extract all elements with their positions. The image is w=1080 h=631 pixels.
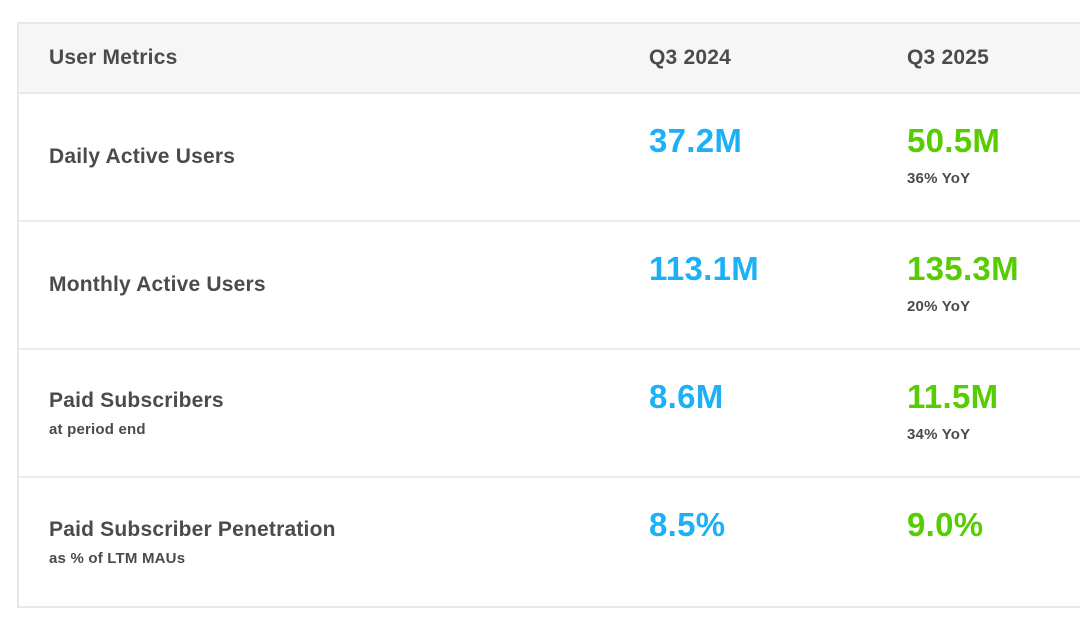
value-q3-2025: 9.0% <box>907 506 984 543</box>
value-cell-q3-2024: 37.2M <box>649 94 907 220</box>
value-q3-2024: 8.6M <box>649 378 724 415</box>
value-q3-2025: 135.3M <box>907 250 1019 287</box>
user-metrics-table: User Metrics Q3 2024 Q3 2025 Daily Activ… <box>17 22 1080 608</box>
yoy-growth-label: 20% YoY <box>907 297 971 315</box>
yoy-growth-label: 36% YoY <box>907 169 971 187</box>
value-cell-q3-2024: 8.6M <box>649 350 907 476</box>
header-col-q3-2024: Q3 2024 <box>649 46 731 69</box>
metric-label-cell: Monthly Active Users <box>19 222 649 348</box>
header-col-q3-2025: Q3 2025 <box>907 46 989 69</box>
value-cell-q3-2025: 11.5M 34% YoY <box>907 350 1080 476</box>
value-q3-2025: 11.5M <box>907 378 999 415</box>
metric-label-cell: Paid Subscriber Penetration as % of LTM … <box>19 478 649 606</box>
value-cell-q3-2025: 135.3M 20% YoY <box>907 222 1080 348</box>
table-header-row: User Metrics Q3 2024 Q3 2025 <box>19 24 1080 94</box>
value-q3-2024: 8.5% <box>649 506 726 543</box>
value-q3-2024: 113.1M <box>649 250 760 287</box>
metric-sublabel: at period end <box>49 420 146 438</box>
value-cell-q3-2025: 9.0% <box>907 478 1080 606</box>
table-row-monthly-active-users: Monthly Active Users 113.1M 135.3M 20% Y… <box>19 222 1080 350</box>
header-metric-column: User Metrics <box>49 46 178 69</box>
value-q3-2025: 50.5M <box>907 122 1001 159</box>
metric-label: Daily Active Users <box>49 145 236 168</box>
table-row-paid-subscriber-penetration: Paid Subscriber Penetration as % of LTM … <box>19 478 1080 606</box>
metric-sublabel: as % of LTM MAUs <box>49 549 186 567</box>
value-q3-2024: 37.2M <box>649 122 743 159</box>
yoy-growth-label: 34% YoY <box>907 425 971 443</box>
value-cell-q3-2024: 113.1M <box>649 222 907 348</box>
value-cell-q3-2024: 8.5% <box>649 478 907 606</box>
value-cell-q3-2025: 50.5M 36% YoY <box>907 94 1080 220</box>
metric-label-cell: Paid Subscribers at period end <box>19 350 649 476</box>
table-row-daily-active-users: Daily Active Users 37.2M 50.5M 36% YoY <box>19 94 1080 222</box>
metric-label: Paid Subscriber Penetration <box>49 517 336 541</box>
metric-label: Paid Subscribers <box>49 388 224 412</box>
metric-label: Monthly Active Users <box>49 273 266 296</box>
metric-label-cell: Daily Active Users <box>19 94 649 220</box>
table-row-paid-subscribers: Paid Subscribers at period end 8.6M 11.5… <box>19 350 1080 478</box>
